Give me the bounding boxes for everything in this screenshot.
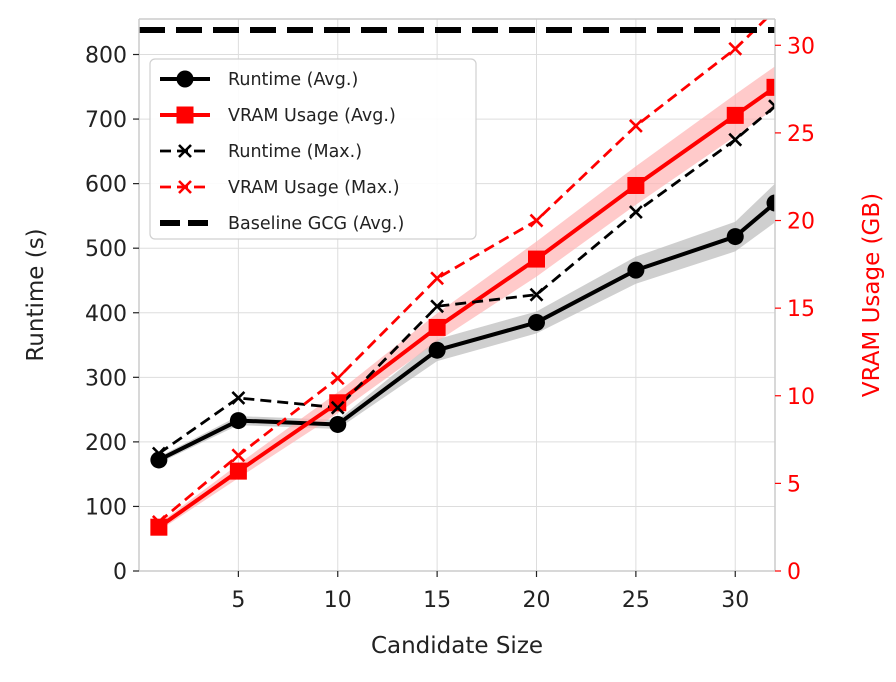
legend-label: Baseline GCG (Avg.) <box>228 214 404 234</box>
legend-frame <box>149 58 477 240</box>
point-runtime-max <box>430 299 445 314</box>
legend-label: Runtime (Max.) <box>228 142 362 162</box>
x-tick-label: 5 <box>231 588 245 613</box>
point-vram-usage-avg <box>150 518 168 536</box>
legend-swatch-marker <box>178 180 192 194</box>
axes-spines <box>138 18 776 572</box>
legend-entry-vram-usage-avg: VRAM Usage (Avg.) <box>160 106 396 126</box>
y-left-tick-label: 0 <box>113 560 127 585</box>
y-left-tick-label: 500 <box>85 237 127 262</box>
line-runtime-max <box>158 105 775 455</box>
point-vram-usage-max <box>151 515 166 529</box>
point-vram-usage-avg <box>229 462 247 480</box>
y-right-tick-label: 5 <box>787 472 801 497</box>
legend-entry-vram-usage-max: VRAM Usage (Max.) <box>160 178 400 198</box>
legend: Runtime (Avg.) VRAM Usage (Avg.) Runtime (… <box>149 58 477 240</box>
series-markers <box>150 4 781 536</box>
point-runtime-avg <box>528 313 545 331</box>
confidence-bands <box>158 66 775 531</box>
legend-entry-runtime-avg: Runtime (Avg.) <box>160 70 358 90</box>
point-runtime-max <box>330 400 345 415</box>
line-runtime-avg <box>157 201 775 462</box>
point-vram-usage-max <box>330 371 345 386</box>
point-runtime-avg <box>726 228 744 246</box>
legend-entry-runtime-max: Runtime (Max.) <box>160 142 362 162</box>
y-left-tick-label: 300 <box>85 366 127 391</box>
point-vram-usage-max <box>728 41 743 56</box>
legend-label: Runtime (Avg.) <box>228 70 358 90</box>
y-left-tick-label: 100 <box>85 495 127 520</box>
x-tick-label: 15 <box>423 588 451 613</box>
series-lines <box>139 19 775 529</box>
y-left-tick-label: 700 <box>85 108 127 133</box>
legend-swatch-marker <box>178 144 192 158</box>
y-left-axis-title: Runtime (s) <box>23 228 49 361</box>
tick-labels: 5 10 15 20 25 3001002003004005006007008000510… <box>85 34 815 613</box>
x-axis-title: Candidate Size <box>371 633 543 659</box>
point-vram-usage-avg <box>726 106 744 124</box>
point-runtime-avg <box>766 194 775 212</box>
y-left-tick-label: 400 <box>85 302 127 327</box>
point-vram-usage-max <box>628 118 643 133</box>
point-runtime-max <box>768 99 775 114</box>
point-vram-usage-avg <box>766 78 775 96</box>
point-runtime-max <box>151 446 166 461</box>
x-tick-label: 25 <box>622 588 650 613</box>
y-right-tick-label: 25 <box>787 122 815 147</box>
y-right-tick-label: 0 <box>787 560 801 585</box>
point-vram-usage-avg <box>329 394 347 412</box>
point-vram-usage-avg <box>528 250 545 268</box>
x-tick-label: 20 <box>523 588 551 613</box>
y-left-tick-label: 200 <box>85 431 127 456</box>
x-tick-label: 10 <box>324 588 352 613</box>
line-vram-usage-max <box>157 19 768 524</box>
y-right-tick-label: 10 <box>787 385 815 410</box>
legend-entry-baseline-gcg-avg: Baseline GCG (Avg.) <box>160 214 404 234</box>
point-runtime-max <box>231 391 246 405</box>
legend-swatch-marker <box>176 106 194 124</box>
point-runtime-avg <box>428 341 446 359</box>
y-left-tick-label: 800 <box>85 44 127 69</box>
legend-label: VRAM Usage (Max.) <box>228 178 400 198</box>
point-vram-usage-max <box>231 448 246 463</box>
point-vram-usage-max <box>529 213 544 228</box>
x-tick-label: 30 <box>721 588 749 613</box>
line-vram-usage-avg <box>157 85 775 529</box>
point-vram-usage-avg <box>627 176 645 194</box>
y-right-axis-title: VRAM Usage (GB) <box>859 193 885 397</box>
point-runtime-avg <box>627 261 645 279</box>
point-runtime-max <box>529 287 544 302</box>
point-runtime-avg <box>329 415 347 433</box>
point-runtime-avg <box>229 412 247 430</box>
legend-swatch-marker <box>176 70 194 88</box>
point-runtime-max <box>728 132 743 147</box>
point-vram-usage-max <box>769 4 781 16</box>
point-vram-usage-avg <box>428 318 446 336</box>
point-runtime-max <box>628 205 643 219</box>
legend-label: VRAM Usage (Avg.) <box>228 106 396 126</box>
y-right-tick-label: 30 <box>787 34 815 59</box>
point-vram-usage-max <box>430 271 445 286</box>
point-runtime-avg <box>150 451 168 469</box>
y-left-tick-label: 600 <box>85 173 127 198</box>
y-right-tick-label: 20 <box>787 210 815 235</box>
band-vram-usage-avg <box>158 66 775 531</box>
y-right-tick-label: 15 <box>787 297 815 322</box>
